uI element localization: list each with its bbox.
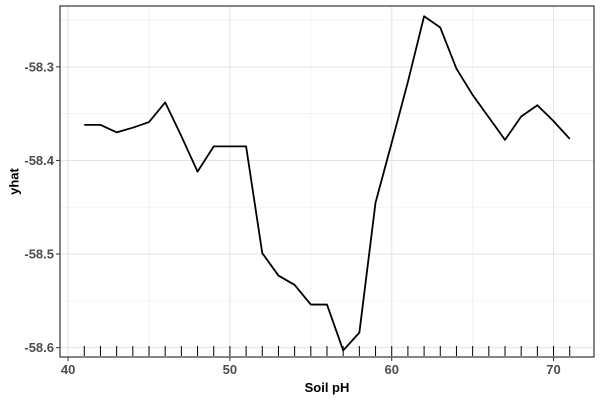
plot-panel-border [59,5,595,358]
y-tick-label: -58.4 [24,153,54,168]
minor-gridlines [60,6,594,357]
y-tick-label: -58.3 [24,59,54,74]
y-tick-label: -58.5 [24,247,54,262]
x-tick-label: 50 [223,362,237,377]
x-tick-label: 60 [384,362,398,377]
x-tick-label: 40 [61,362,75,377]
x-tick-label: 70 [546,362,560,377]
rug-marks [83,346,571,356]
series-layer [84,15,571,352]
y-axis-title: yhat [7,167,22,194]
x-axis-ticks: 40 50 60 70 [61,357,561,377]
series-line [84,15,571,352]
y-tick-label: -58.6 [24,340,54,355]
x-axis-title: Soil pH [305,380,350,395]
y-axis-ticks: -58.3 -58.4 -58.5 -58.6 [24,59,60,355]
